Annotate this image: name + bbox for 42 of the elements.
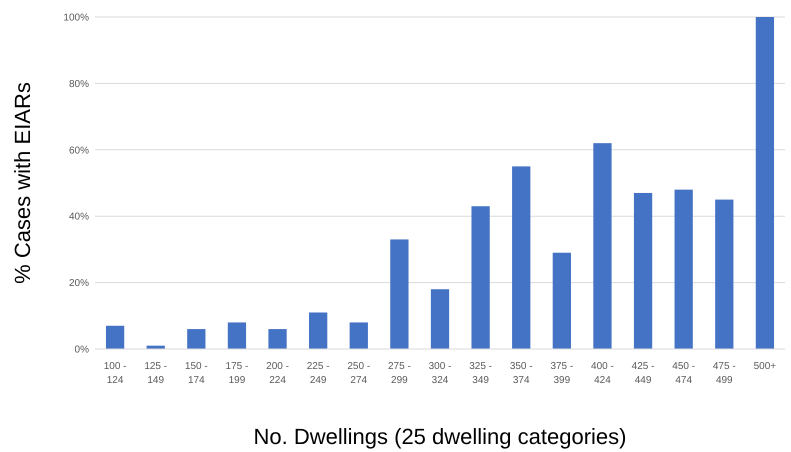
x-tick-label: 200 - 224 — [266, 361, 289, 386]
bar — [228, 322, 246, 349]
bar — [106, 326, 124, 349]
y-tick-label: 0% — [74, 344, 90, 356]
bar — [268, 329, 287, 349]
x-tick-label: 175 - 199 — [226, 361, 248, 386]
x-tick-label: 450 - 474 — [672, 361, 696, 386]
bar — [552, 252, 571, 349]
x-tick-label: 425 - 449 — [632, 361, 654, 386]
bar — [512, 166, 530, 349]
bar — [350, 322, 368, 349]
x-tick-label: 475 - 499 — [712, 361, 736, 386]
x-tick-label: 250 - 274 — [347, 361, 370, 386]
y-tick-label: 20% — [68, 278, 90, 290]
x-tick-label: 275 - 299 — [388, 361, 411, 386]
x-tick-label: 300 - 324 — [428, 361, 452, 386]
y-axis-title: % Cases with EIARs — [10, 82, 35, 284]
x-tick-label: 150 - 174 — [184, 361, 208, 386]
bar — [715, 200, 734, 349]
x-axis-title: No. Dwellings (25 dwelling categories) — [254, 424, 626, 449]
x-tick-label: 400 - 424 — [591, 361, 614, 386]
bar — [430, 289, 450, 349]
x-tick-label: 500+ — [754, 361, 776, 372]
x-tick-label: 100 - 124 — [104, 361, 126, 386]
x-tick-label: 350 - 374 — [510, 361, 533, 386]
bar — [146, 346, 165, 349]
x-tick-label: 125 - 149 — [144, 361, 168, 386]
y-tick-label: 60% — [68, 145, 90, 156]
bar — [634, 192, 652, 349]
y-tick-label: 100% — [63, 12, 90, 24]
x-tick-label: 375 - 399 — [550, 361, 574, 386]
bar — [756, 17, 774, 349]
x-tick-label: 325 - 349 — [469, 361, 492, 386]
y-tick-label: 80% — [68, 78, 90, 90]
bar — [187, 329, 206, 349]
bar — [309, 312, 328, 349]
bar — [593, 143, 612, 349]
bar — [471, 206, 490, 349]
x-tick-label: 225 - 249 — [306, 361, 330, 386]
bar — [390, 239, 409, 349]
bar — [674, 190, 693, 349]
y-tick-label: 40% — [68, 212, 90, 223]
